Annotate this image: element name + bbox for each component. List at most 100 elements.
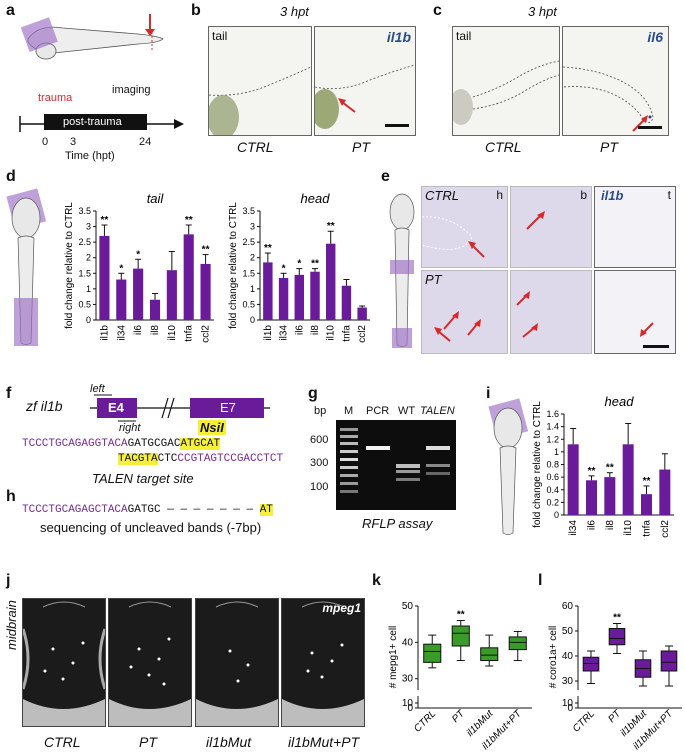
significance-ccl2: ** [202, 245, 210, 256]
y-tick-label: 40 [562, 651, 574, 662]
y-tick-label: 0.5 [242, 299, 255, 309]
imaging-label: imaging [112, 84, 151, 96]
bar-il8 [310, 271, 320, 320]
talen-seq-bottom: TACGTACTCCCGTAGTCCGACCTCT [118, 453, 283, 465]
panel-b-cap-ctrl: CTRL [237, 139, 274, 155]
ladder-300: 300 [310, 457, 329, 469]
bar-il8 [149, 299, 161, 320]
y-tick-label: 60 [562, 601, 574, 612]
x-tick-label-il10: il10 [167, 325, 178, 341]
gel-lane-m: M [344, 405, 354, 417]
tail-outline [209, 66, 311, 135]
bar-ccl2 [200, 263, 211, 320]
y-tick-label: 1.6 [546, 409, 559, 419]
box-PT [451, 625, 470, 647]
panel-b-title: 3 hpt [280, 4, 309, 19]
exon-e4: E4 [108, 400, 124, 415]
y-tick-label: 3 [250, 222, 255, 232]
gel-lane-talen: TALEN [420, 405, 455, 417]
x-tick-label-il10: il10 [623, 520, 634, 536]
panel-b-ctrl-image: tail [208, 26, 312, 136]
seq-top-mid: GATGCGAC [127, 438, 181, 450]
bar-ccl2 [659, 469, 671, 515]
y-tick-label: 0.4 [546, 485, 559, 495]
chart-d-tail: tail fold change relative to CTRL 0 0.5 1 1.5… [64, 191, 214, 343]
gene-structure-f [90, 394, 270, 422]
y-tick-label: 2.5 [78, 237, 91, 247]
y-tick-label: 2.5 [242, 237, 255, 247]
panel-e-pt-tag: PT [425, 272, 442, 287]
significance-PT: ** [613, 613, 621, 624]
y-tick-label: 0 [407, 703, 413, 714]
gene-name-f: zf il1b [26, 398, 63, 414]
panel-j-cap-mutpt: il1bMut+PT [288, 734, 360, 750]
panel-c-gene-tag: il6 [647, 29, 663, 45]
box-il1bMut+PT [508, 636, 527, 651]
y-tick-label: 3.5 [242, 206, 255, 216]
x-tick-label-il1b: il1b [99, 325, 110, 341]
panel-j-mutpt-image: mpeg1 [281, 598, 365, 727]
y-tick-label: 0.6 [546, 472, 559, 482]
x-tick-label-ccl2: ccl2 [357, 325, 368, 343]
chart-title: head [605, 394, 635, 409]
y-tick-label: 3.5 [78, 206, 91, 216]
panel-j-pt-image [108, 598, 192, 727]
y-tick-label: 30 [562, 676, 574, 687]
y-tick-label: 0.5 [78, 299, 91, 309]
x-tick-label-il8: il8 [150, 325, 161, 335]
y-tick-label: 0.8 [546, 460, 559, 470]
ladder-100: 100 [310, 481, 329, 493]
significance-il34: * [119, 263, 123, 274]
significance-il6: * [297, 259, 301, 270]
seq-top-left: TCCCTGCAGAGGTACA [22, 438, 128, 450]
seq-bot-site: TACGTA [118, 453, 158, 465]
panel-c-cap-pt: PT [600, 139, 618, 155]
talen-seq-top: TCCCTGCAGAGGTACAGATGCGACATGCAT [22, 438, 221, 450]
x-tick-label-il6: il6 [133, 325, 144, 335]
bar-tnfa [183, 234, 194, 320]
x-tick-label-il8: il8 [605, 520, 616, 530]
significance-il1b: ** [264, 243, 272, 254]
significance-il10: ** [327, 221, 335, 232]
larva-dorsal-d [6, 188, 47, 346]
panel-e-gene-tag: il1b [601, 188, 624, 203]
bar-il10 [622, 444, 634, 515]
panel-e-pt-t [594, 270, 676, 354]
y-tick-label: 40 [402, 637, 414, 648]
significance-PT: ** [457, 610, 465, 621]
panel-b-gene-tag: il1b [386, 29, 411, 45]
panel-e-ctrl-b: b [510, 186, 592, 268]
significance-il1b: ** [101, 215, 109, 226]
panel-c-cap-ctrl: CTRL [485, 139, 522, 155]
time-tick-0: 0 [42, 136, 49, 148]
panel-e-ctrl-h: CTRL h [421, 186, 508, 268]
talen-caption: TALEN target site [92, 471, 194, 486]
panel-e-pt-b [510, 270, 592, 354]
uncleaved-caption: sequencing of uncleaved bands (-7bp) [40, 520, 262, 535]
bar-il6 [586, 480, 597, 515]
chart-i-head: head fold change relative to CTRL 0 0.2 0.4 0… [532, 394, 674, 538]
bar-il34 [116, 279, 127, 320]
panel-c-pt-image: il6 [562, 26, 669, 136]
panel-e-col-t: t [667, 188, 671, 202]
x-tick-label-il6: il6 [294, 325, 305, 335]
gel-lane-pcr: PCR [366, 405, 390, 417]
bar-il6 [133, 268, 144, 320]
panel-g-label: g [308, 385, 318, 402]
x-tick-label-il6: il6 [587, 520, 598, 530]
gel-caption: RFLP assay [362, 516, 433, 531]
y-tick-label: 0.2 [546, 497, 559, 507]
y-tick-label: 2 [86, 253, 91, 263]
panel-b-cap-pt: PT [352, 139, 370, 155]
y-axis-label: fold change relative to CTRL [64, 202, 75, 329]
y-tick-label: 0 [250, 315, 255, 325]
larva-diagram-a [20, 14, 164, 60]
chart-k-mpeg1: # mepg1+ cell010304050CTRL**PTil1bMutil1… [388, 601, 532, 752]
x-tick-label-tnfa: tnfa [642, 520, 653, 537]
uncleaved-seq: TCCCTGCAGAGCTACAGATGC — — — — — — — AT [22, 504, 273, 516]
x-tick-label-CTRL: CTRL [412, 708, 438, 734]
panel-e-col-h: h [496, 188, 503, 202]
y-tick-label: 1.4 [546, 422, 559, 432]
panel-e-pt-h: PT [421, 270, 508, 354]
panel-e-ctrl-t: il1b t [594, 186, 676, 268]
